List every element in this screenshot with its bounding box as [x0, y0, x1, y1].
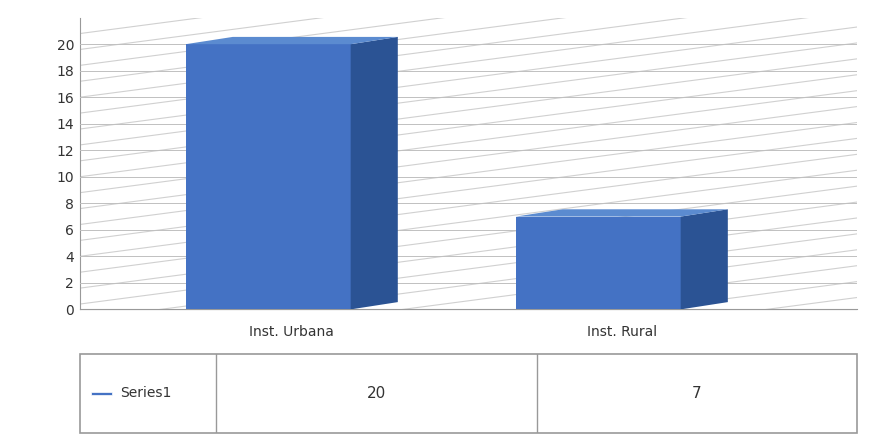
- Text: 7: 7: [692, 386, 702, 401]
- Text: 20: 20: [367, 386, 385, 401]
- Bar: [515, 217, 681, 309]
- Bar: [186, 44, 351, 309]
- Polygon shape: [351, 37, 398, 309]
- Polygon shape: [186, 37, 398, 44]
- Text: Series1: Series1: [120, 386, 171, 400]
- Text: Inst. Urbana: Inst. Urbana: [249, 324, 334, 339]
- Text: Inst. Rural: Inst. Rural: [587, 324, 657, 339]
- Bar: [91, 392, 112, 395]
- Polygon shape: [681, 209, 728, 309]
- Polygon shape: [515, 209, 728, 217]
